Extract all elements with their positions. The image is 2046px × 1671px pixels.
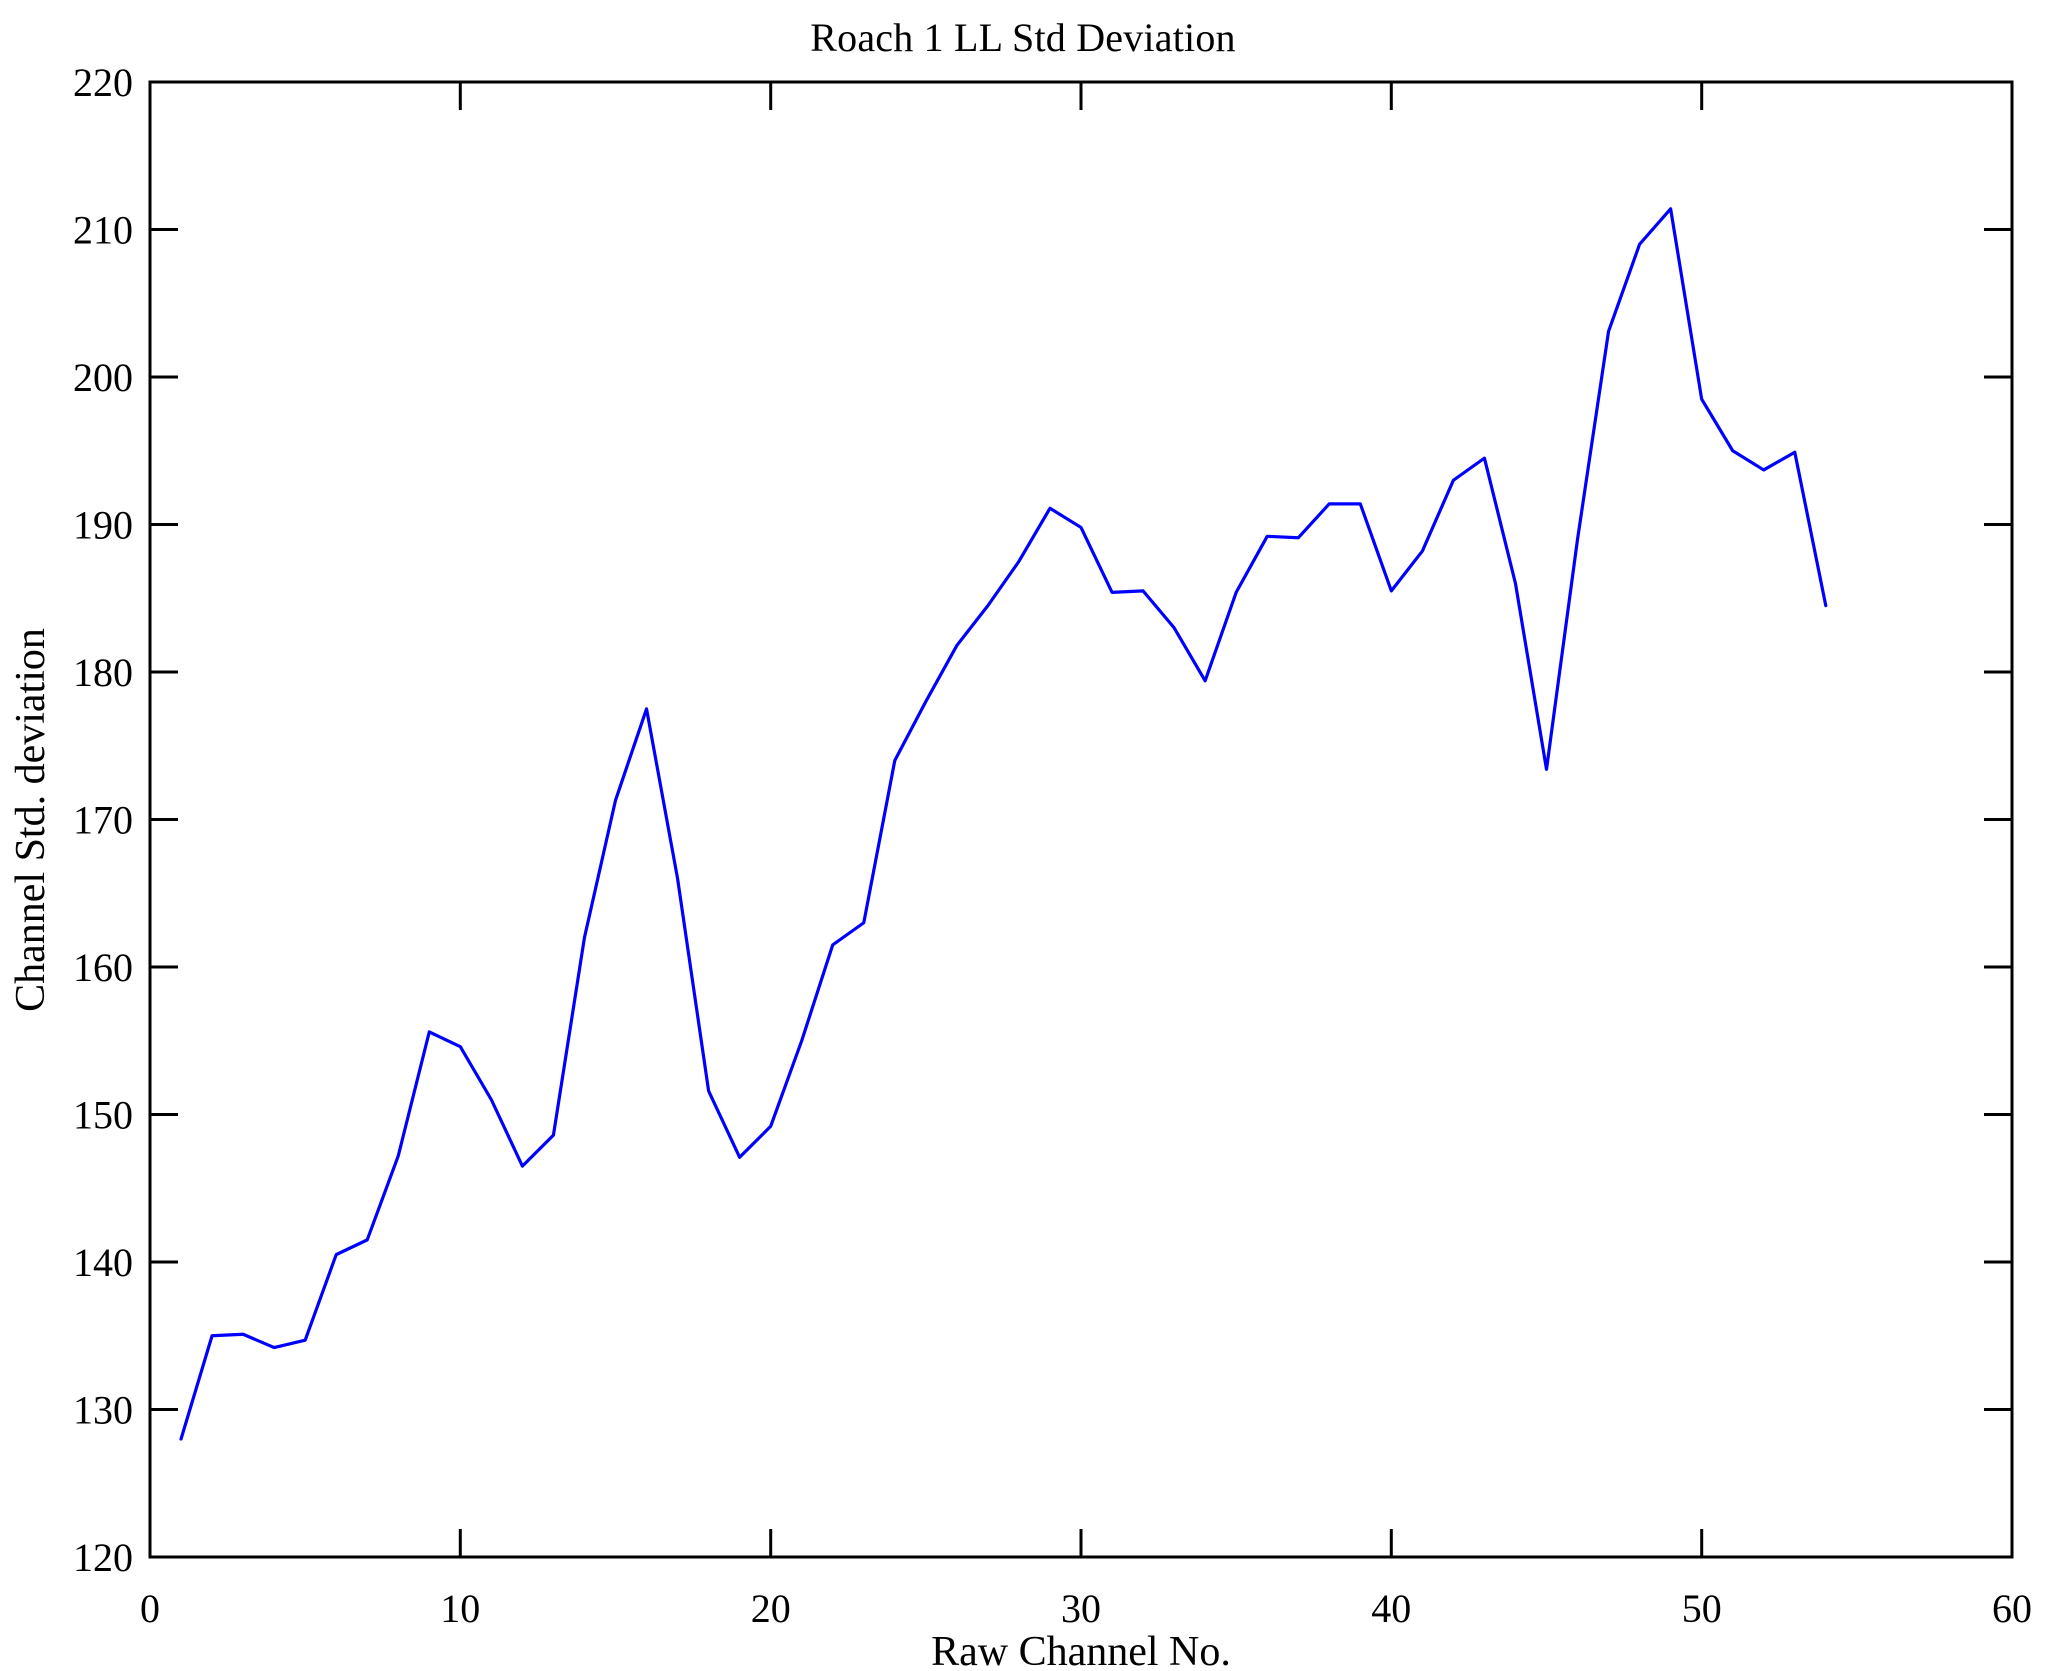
x-axis-ticks-bottom [148, 1529, 2014, 1557]
x-tick-label: 10 [440, 1586, 480, 1631]
y-axis-tick-labels: 220 210 200 190 180 170 160 150 140 130 … [73, 60, 133, 1580]
y-tick-label: 170 [73, 798, 133, 843]
y-tick-label: 200 [73, 355, 133, 400]
x-tick-label: 50 [1682, 1586, 1722, 1631]
x-axis-ticks-top [148, 82, 2014, 110]
y-axis-ticks-left [150, 80, 178, 1559]
chart-title: Roach 1 LL Std Deviation [810, 15, 1236, 60]
x-tick-label: 40 [1371, 1586, 1411, 1631]
x-tick-label: 20 [751, 1586, 791, 1631]
y-tick-label: 190 [73, 503, 133, 548]
y-tick-label: 120 [73, 1535, 133, 1580]
y-tick-label: 180 [73, 650, 133, 695]
x-tick-label: 60 [1992, 1586, 2032, 1631]
x-tick-label: 30 [1061, 1586, 1101, 1631]
x-axis-title: Raw Channel No. [931, 1629, 1231, 1671]
x-tick-label: 0 [140, 1586, 160, 1631]
y-tick-label: 130 [73, 1388, 133, 1433]
data-series-line [179, 207, 1828, 1441]
y-tick-label: 220 [73, 60, 133, 105]
y-tick-label: 210 [73, 208, 133, 253]
plot-frame [148, 80, 2014, 1559]
y-tick-label: 160 [73, 945, 133, 990]
y-tick-label: 150 [73, 1093, 133, 1138]
y-tick-label: 140 [73, 1240, 133, 1285]
y-axis-ticks-right [1984, 80, 2012, 1559]
x-axis-tick-labels: 0 10 20 30 40 50 60 [140, 1586, 2032, 1631]
y-axis-title: Channel Std. deviation [8, 628, 54, 1012]
